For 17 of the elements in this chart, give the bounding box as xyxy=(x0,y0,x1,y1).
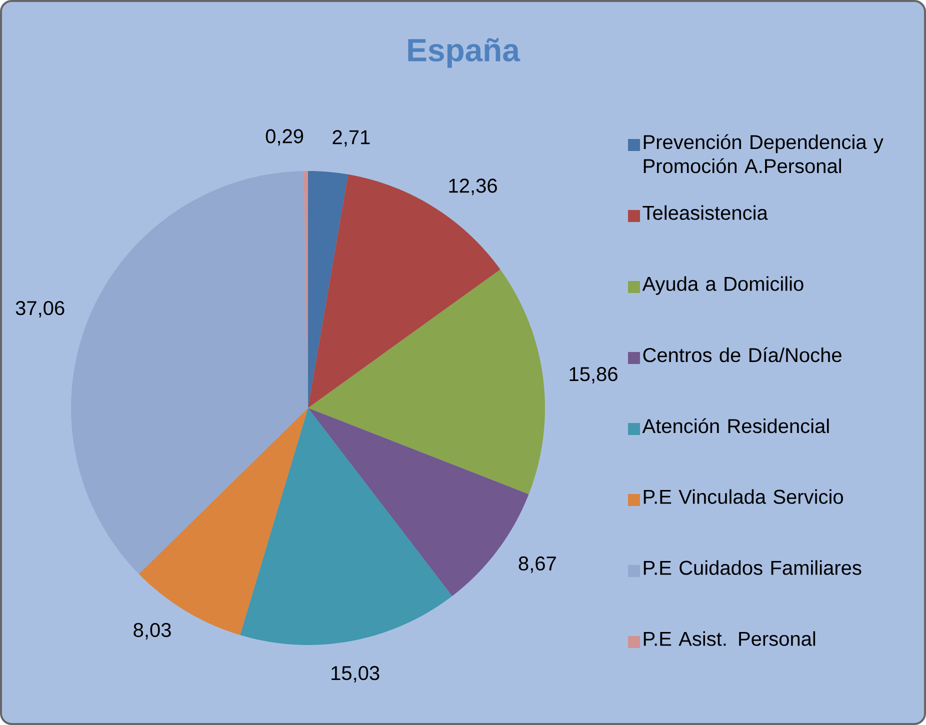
legend-label: Centros de Día/Noche xyxy=(643,347,842,362)
legend-label: Prevención Dependencia y Promoción A.Personal xyxy=(644,134,884,174)
legend-label: P.E Cuidados Familiares xyxy=(644,560,862,575)
data-label: 8,67 xyxy=(518,556,556,573)
chart-title: España xyxy=(408,38,520,68)
legend-label: Ayuda a Domicilio xyxy=(642,276,804,295)
data-label: 8,03 xyxy=(134,622,171,640)
data-label: 37,06 xyxy=(16,300,64,318)
legend-label: Atención Residencial xyxy=(642,418,829,434)
data-label: 12,36 xyxy=(449,178,497,196)
data-label: 15,03 xyxy=(332,666,380,683)
legend-label: P.E Asist. Personal xyxy=(644,631,816,646)
data-label: 0,29 xyxy=(266,129,304,146)
legend-label: P.E Vinculada Servicio xyxy=(644,489,843,504)
data-label: 15,86 xyxy=(570,367,618,384)
legend-label: Teleasistencia xyxy=(642,205,768,220)
data-label: 2,71 xyxy=(332,130,370,147)
